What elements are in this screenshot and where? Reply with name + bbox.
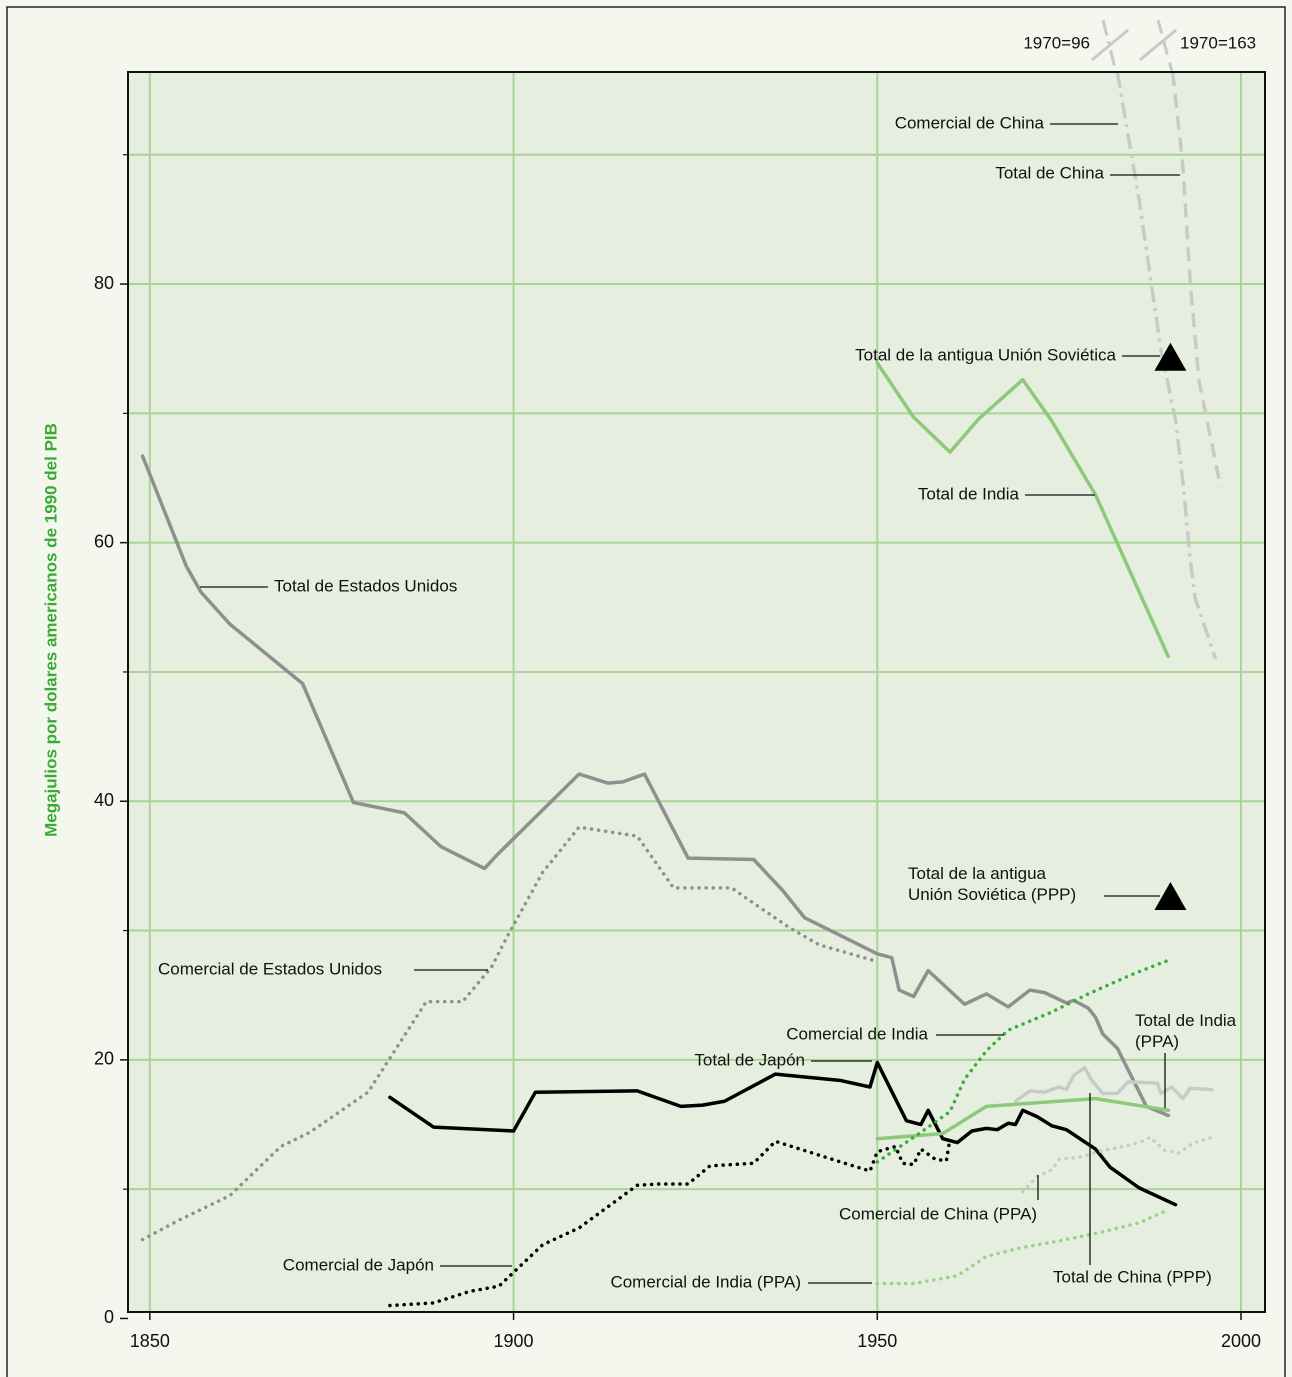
- series-label: Comercial de Estados Unidos: [158, 959, 382, 978]
- series-line: [140, 825, 880, 1242]
- series-label: Comercial de China: [895, 113, 1045, 132]
- break-line: [1101, 19, 1118, 73]
- series-label: Comercial de Japón: [283, 1255, 434, 1274]
- series-line: [875, 1096, 1170, 1141]
- plot-border: [127, 71, 1266, 1313]
- series-label: Comercial de India: [786, 1024, 928, 1043]
- series-label: Comercial de India (PPA): [610, 1272, 801, 1291]
- x-tick-label: 2000: [1221, 1331, 1261, 1351]
- x-tick-label: 1900: [494, 1331, 534, 1351]
- series-label: Total de la antigua Unión Soviética: [855, 345, 1116, 364]
- series-label: Total de India: [918, 484, 1020, 503]
- frame: [6, 6, 1286, 1377]
- series-label: Total de la antigua Unión Soviética (PPP…: [908, 864, 1076, 904]
- series-label: Total de China: [995, 163, 1104, 182]
- y-tick-label: 40: [94, 790, 114, 810]
- series-label: Total de China (PPP): [1053, 1267, 1212, 1286]
- marker: [1154, 881, 1187, 910]
- series-label: Comercial de China (PPA): [839, 1204, 1037, 1223]
- axis-break: [1091, 19, 1177, 73]
- break-line: [1156, 19, 1174, 73]
- series-line: [388, 1060, 1178, 1207]
- series-label: Total de India (PPA): [1135, 1011, 1241, 1051]
- marker: [1154, 342, 1187, 371]
- series-line: [1021, 1135, 1214, 1194]
- series-group: [140, 71, 1223, 1308]
- annotation: 1970=96: [1023, 33, 1090, 52]
- grid: [128, 72, 1265, 1312]
- series-line: [388, 1136, 952, 1308]
- series-line: [875, 361, 1170, 659]
- series-line: [875, 1208, 1170, 1286]
- break-mark: [1139, 28, 1177, 62]
- y-tick-label: 0: [104, 1307, 114, 1327]
- x-tick-label: 1850: [130, 1331, 170, 1351]
- plot-area: [128, 72, 1265, 1312]
- y-tick-label: 80: [94, 273, 114, 293]
- break-mark: [1091, 28, 1129, 62]
- y-tick-label: 60: [94, 531, 114, 551]
- series-label: Total de Estados Unidos: [274, 576, 457, 595]
- series-line: [1115, 71, 1218, 660]
- series-line: [1170, 71, 1223, 488]
- y-tick-label: 20: [94, 1049, 114, 1069]
- series-line: [1013, 1065, 1214, 1103]
- annotation: 1970=163: [1180, 33, 1256, 52]
- x-tick-label: 1950: [857, 1331, 897, 1351]
- series-line: [875, 958, 1170, 1164]
- series-label: Total de Japón: [694, 1050, 805, 1069]
- y-axis-label: Megajulios por dolares americanos de 199…: [41, 423, 60, 837]
